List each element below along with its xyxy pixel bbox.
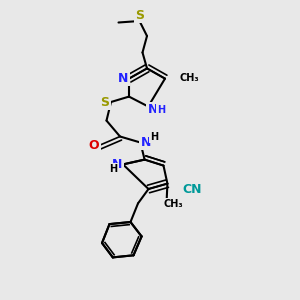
Text: N: N (112, 158, 122, 171)
Text: S: S (135, 9, 144, 22)
Text: CN: CN (182, 183, 202, 196)
Text: N: N (141, 136, 151, 149)
Text: CH₃: CH₃ (180, 73, 200, 83)
Text: H: H (150, 132, 159, 142)
Text: O: O (88, 139, 99, 152)
Text: N: N (148, 103, 158, 116)
Text: N: N (118, 72, 128, 85)
Text: CH₃: CH₃ (163, 199, 183, 209)
Text: S: S (100, 95, 109, 109)
Text: H: H (109, 164, 118, 175)
Text: H: H (157, 105, 166, 116)
